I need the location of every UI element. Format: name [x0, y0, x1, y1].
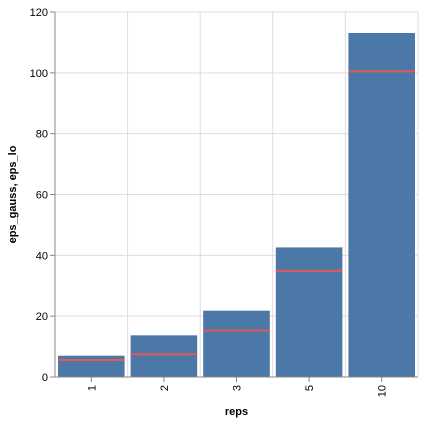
y-axis-title: eps_gauss, eps_lo [7, 145, 19, 243]
x-tick-label: 10 [377, 385, 389, 397]
x-tick-label: 1 [86, 385, 98, 391]
y-tick-label: 80 [36, 129, 48, 141]
x-axis-title: reps [225, 406, 248, 418]
y-axis: 0 20 40 60 80 100 120 [30, 7, 56, 384]
y-tick-label: 20 [36, 311, 48, 323]
bar-eps-gauss [348, 32, 415, 378]
bar-eps-gauss [275, 247, 343, 377]
x-tick-label: 2 [159, 385, 171, 391]
x-tick-label: 5 [304, 385, 316, 391]
bar-eps-gauss [58, 355, 125, 377]
x-axis: 1 2 3 5 10 [55, 376, 418, 397]
y-tick-label: 0 [42, 372, 48, 384]
y-tick-label: 120 [30, 7, 48, 19]
y-tick-label: 40 [36, 250, 48, 262]
bar-eps-gauss [130, 335, 198, 377]
y-tick-label: 100 [30, 68, 48, 80]
eps-lo-ticks [58, 70, 415, 361]
grid [54, 11, 419, 378]
y-tick-label: 60 [36, 190, 48, 202]
x-tick-label: 3 [232, 385, 244, 391]
bar-eps-gauss [203, 310, 270, 377]
bars [58, 32, 415, 378]
